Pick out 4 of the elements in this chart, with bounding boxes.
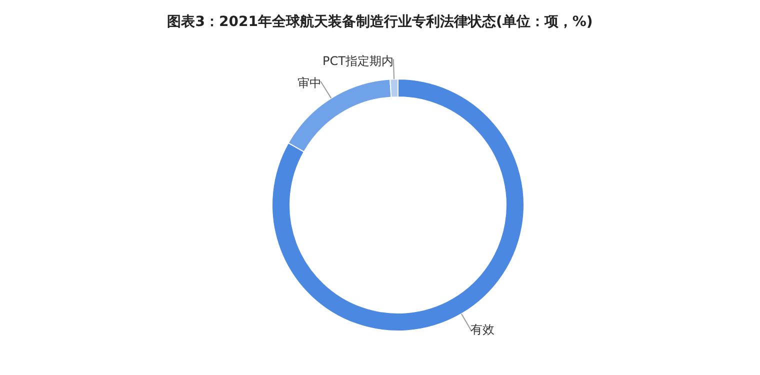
chart-title: 图表3：2021年全球航天装备制造行业专利法律状态(单位：项，%) [167, 13, 593, 30]
slice-label: 有效 [470, 322, 495, 336]
slice-label: 审中 [298, 76, 322, 90]
slice-label: PCT指定期内 [322, 54, 394, 68]
